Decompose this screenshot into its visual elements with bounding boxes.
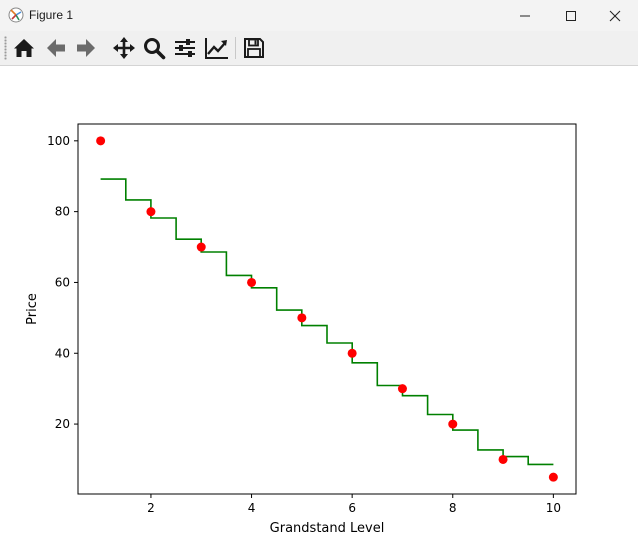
- save-button[interactable]: [241, 35, 267, 61]
- chart: 2 4 6 8 10 20 40 60 80 100 Grandstand Level Pric…: [25, 123, 577, 536]
- scatter-point: [347, 348, 357, 358]
- x-axis: 2 4 6 8 10: [147, 494, 561, 515]
- x-tick-label: 6: [348, 501, 356, 515]
- y-axis: 20 40 60 80 100: [47, 134, 78, 431]
- y-tick-label: 60: [55, 275, 70, 289]
- x-tick-label: 8: [449, 501, 457, 515]
- matplotlib-app-icon: [8, 7, 24, 23]
- forward-button[interactable]: [73, 35, 99, 61]
- edit-axes-button[interactable]: [204, 35, 230, 61]
- scatter-point: [297, 313, 307, 323]
- scatter-point: [397, 384, 407, 394]
- y-tick-label: 40: [55, 346, 70, 360]
- arrow-left-icon: [47, 39, 65, 57]
- scatter-point: [196, 242, 206, 252]
- axes-frame: [77, 123, 577, 495]
- y-axis-label: Price: [25, 293, 40, 325]
- magnifier-icon: [144, 38, 166, 60]
- x-tick-label: 4: [248, 501, 256, 515]
- step-fit-line: [100, 178, 554, 466]
- minimize-icon: [520, 15, 530, 17]
- close-button[interactable]: [592, 0, 638, 31]
- scatter-point: [548, 472, 558, 482]
- window-title: Figure 1: [29, 8, 74, 22]
- toolbar-grip[interactable]: [4, 36, 7, 60]
- figure-canvas[interactable]: 2 4 6 8 10 20 40 60 80 100 Grandstand Level Pric…: [0, 66, 638, 542]
- close-icon: [609, 10, 621, 22]
- x-tick-label: 10: [546, 501, 561, 515]
- x-tick-label: 2: [147, 501, 155, 515]
- subplots-button[interactable]: [172, 35, 198, 61]
- plot-series: [96, 136, 558, 482]
- scatter-point: [498, 454, 508, 464]
- y-tick-label: 20: [55, 417, 70, 431]
- scatter-point: [96, 136, 106, 146]
- navigation-toolbar: [0, 31, 638, 66]
- maximize-button[interactable]: [548, 0, 594, 31]
- maximize-icon: [566, 11, 576, 21]
- arrow-right-icon: [77, 39, 95, 57]
- minimize-button[interactable]: [502, 0, 548, 31]
- y-tick-label: 80: [55, 205, 70, 219]
- zoom-button[interactable]: [141, 35, 167, 61]
- scatter-point: [448, 419, 458, 429]
- home-button[interactable]: [11, 35, 37, 61]
- scatter-point: [146, 207, 156, 217]
- toolbar-separator: [235, 37, 236, 59]
- scatter-point: [247, 277, 257, 287]
- home-icon: [14, 39, 34, 57]
- line-chart-icon: [205, 38, 228, 59]
- y-tick-label: 100: [47, 134, 70, 148]
- sliders-icon: [175, 39, 195, 57]
- x-axis-label: Grandstand Level: [270, 521, 385, 536]
- back-button[interactable]: [43, 35, 69, 61]
- move-icon: [113, 37, 135, 59]
- floppy-disk-icon: [244, 38, 264, 58]
- pan-button[interactable]: [111, 35, 137, 61]
- title-bar: Figure 1: [0, 0, 638, 31]
